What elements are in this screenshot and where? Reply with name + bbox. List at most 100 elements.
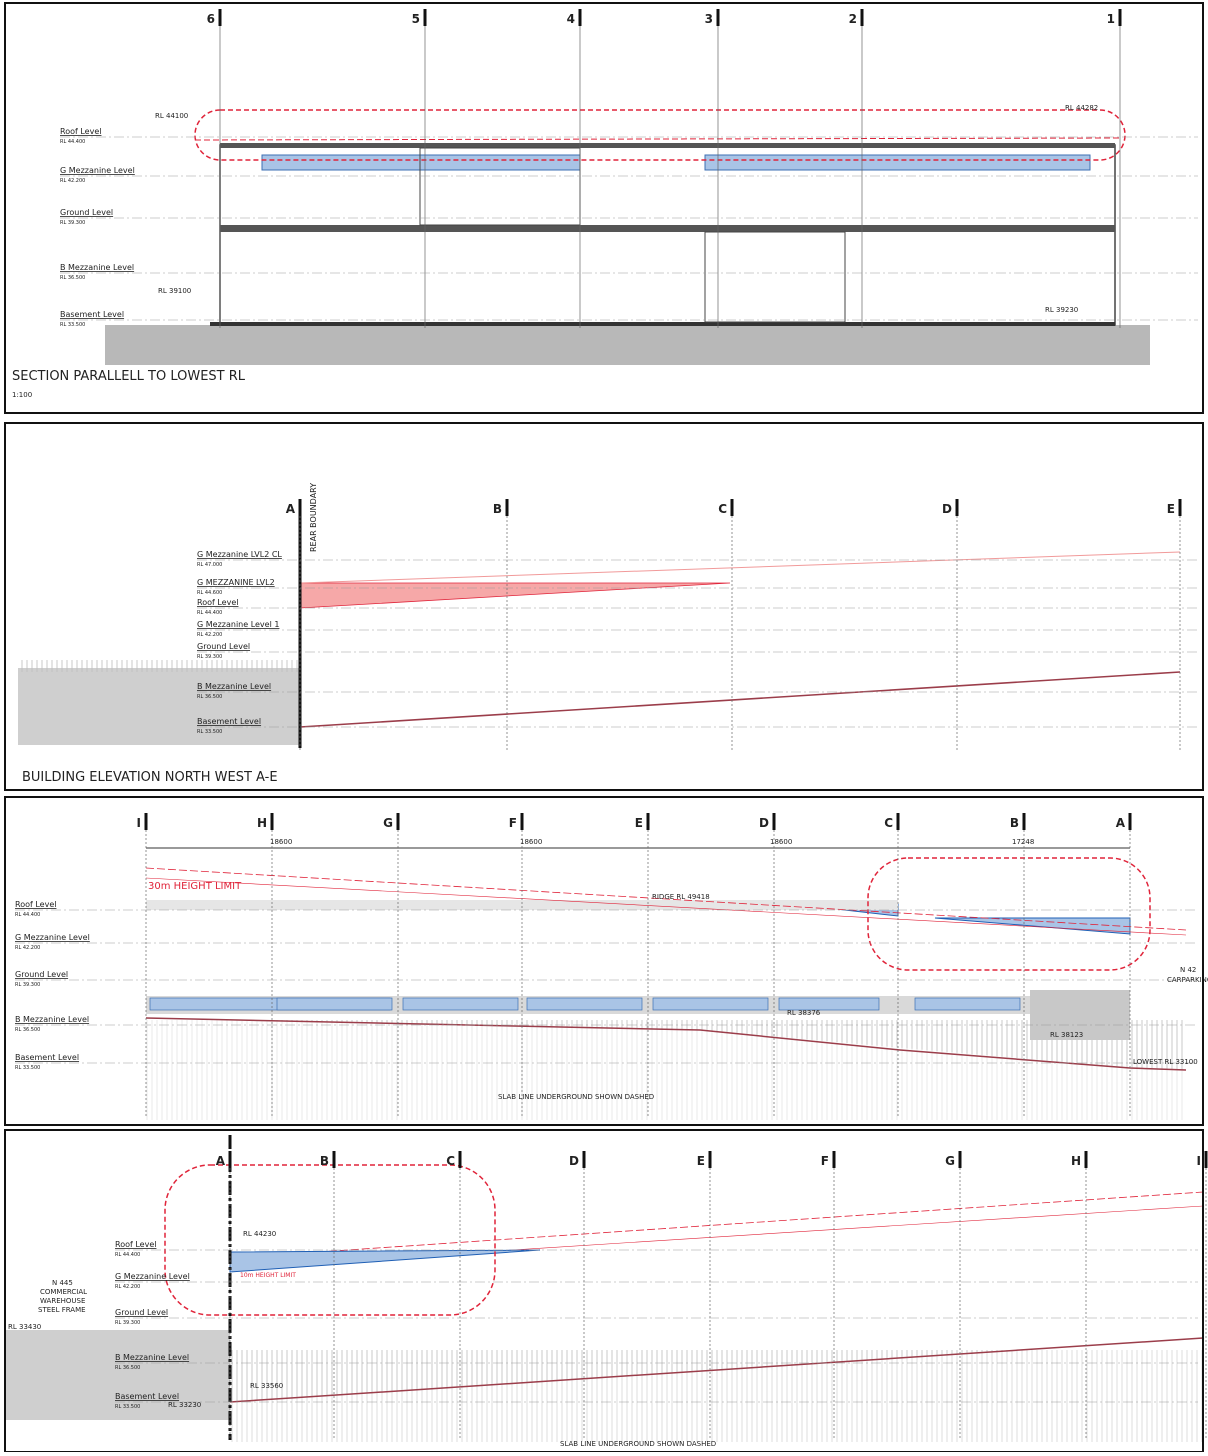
level-rl: RL 44.400: [115, 1252, 140, 1258]
level-rl: RL 44.400: [197, 610, 222, 616]
core-2: [704, 231, 846, 323]
roof-band: [146, 900, 898, 910]
level-rl: RL 42.200: [115, 1284, 140, 1290]
grid-label: 6: [207, 12, 215, 26]
revision-cloud: [867, 857, 1151, 971]
level-name: Basement Level: [115, 1392, 179, 1401]
annotation: RL 38376: [787, 1009, 821, 1017]
level-name: Basement Level: [15, 1053, 79, 1062]
level-name: B Mezzanine Level: [197, 682, 271, 691]
boundary-label: REAR BOUNDARY: [309, 483, 318, 552]
blue-slab: [778, 997, 880, 1011]
level-rl: RL 36.500: [15, 1027, 40, 1033]
grid-label: F: [509, 816, 517, 830]
level-name: Ground Level: [197, 642, 250, 651]
grid-label: D: [569, 1154, 579, 1168]
panel-scale: 1:100: [12, 391, 32, 399]
annotation: COMMERCIAL: [40, 1288, 87, 1296]
level-rl: RL 42.200: [60, 178, 85, 184]
grid-label: G: [383, 816, 393, 830]
blue-slab: [276, 997, 393, 1011]
height-wedge: [299, 582, 731, 609]
level-name: B Mezzanine Level: [15, 1015, 89, 1024]
grid-label: C: [446, 1154, 455, 1168]
panel-frame: [4, 422, 1204, 791]
annotation: STEEL FRAME: [38, 1306, 86, 1314]
annotation: RL 38123: [1050, 1031, 1083, 1039]
level-rl: RL 36.500: [115, 1365, 140, 1371]
ground-line: [229, 1337, 1204, 1403]
annotation: SLAB LINE UNDERGROUND SHOWN DASHED: [560, 1440, 716, 1448]
mezz-blue-1: [261, 154, 581, 171]
level-rl: RL 33.500: [197, 729, 222, 735]
ground-line: [145, 1017, 1187, 1071]
grid-label: C: [718, 502, 727, 516]
mezz-blue-2: [704, 154, 1091, 171]
blue-wedge: [229, 1249, 541, 1273]
ground-mass: [105, 325, 1150, 365]
panel-frame: [4, 2, 1204, 414]
grid-label: B: [493, 502, 502, 516]
blue-slab: [402, 997, 519, 1011]
grid-label: C: [884, 816, 893, 830]
level-rl: RL 44.600: [197, 590, 222, 596]
ground-hatch: [230, 1350, 1203, 1442]
annotation: WAREHOUSE: [40, 1297, 85, 1305]
annotation: N 42: [1180, 966, 1196, 974]
level-rl: RL 39.300: [60, 220, 85, 226]
grid-label: E: [697, 1154, 705, 1168]
dimension: 18600: [770, 838, 792, 846]
limit-line-1: [229, 1191, 1204, 1259]
ground-slab: [220, 225, 1115, 232]
grid-label: I: [137, 816, 141, 830]
level-rl: RL 36.500: [60, 275, 85, 281]
level-rl: RL 42.200: [197, 632, 222, 638]
dimension: 18600: [270, 838, 292, 846]
grid-label: D: [942, 502, 952, 516]
grid-label: 3: [705, 12, 713, 26]
level-rl: RL 47.000: [197, 562, 222, 568]
panel-title: SECTION PARALLELL TO LOWEST RL: [12, 369, 246, 384]
level-rl: RL 39.300: [15, 982, 40, 988]
annotation: RL 39230: [1045, 306, 1078, 314]
level-rl: RL 33.500: [15, 1065, 40, 1071]
grid-label: H: [1071, 1154, 1081, 1168]
grid-label: H: [257, 816, 267, 830]
roof-line-red: [194, 137, 1121, 141]
level-rl: RL 36.500: [197, 694, 222, 700]
level-name: B Mezzanine Level: [115, 1353, 189, 1362]
annotation: RL 39100: [158, 287, 191, 295]
annotation: RL 33560: [250, 1382, 283, 1390]
grid-label: 4: [567, 12, 575, 26]
limit-line-2: [145, 877, 1187, 936]
carpark-block: [1030, 990, 1130, 1040]
level-rl: RL 42.200: [15, 945, 40, 951]
limit-line: [299, 551, 1181, 584]
level-name: Roof Level: [60, 127, 101, 136]
level-rl: RL 33.500: [115, 1404, 140, 1410]
annotation: RL 33430: [8, 1323, 41, 1331]
level-rl: RL 44.400: [60, 139, 85, 145]
annotation: RL 44230: [243, 1230, 276, 1238]
grid-label: A: [286, 502, 296, 516]
level-name: Basement Level: [60, 310, 124, 319]
level-name: Roof Level: [115, 1240, 156, 1249]
blue-wedge-2: [934, 917, 1131, 935]
neighbour-block: [5, 1330, 230, 1420]
grid-label: A: [1116, 816, 1126, 830]
grid-label: B: [1010, 816, 1019, 830]
grid-label: D: [759, 816, 769, 830]
annotation: CARPARKING: [1167, 976, 1208, 984]
height-cloud: [194, 109, 1126, 161]
grid-label: 2: [849, 12, 857, 26]
level-name: G Mezzanine Level: [60, 166, 135, 175]
level-name: Roof Level: [15, 900, 56, 909]
level-name: Ground Level: [15, 970, 68, 979]
grid-label: G: [945, 1154, 955, 1168]
annotation: RIDGE RL 49418: [652, 893, 710, 901]
level-rl: RL 39.300: [115, 1320, 140, 1326]
limit-line-1: [145, 867, 1187, 931]
dimension: 17248: [1012, 838, 1034, 846]
grid-label: 1: [1107, 12, 1115, 26]
